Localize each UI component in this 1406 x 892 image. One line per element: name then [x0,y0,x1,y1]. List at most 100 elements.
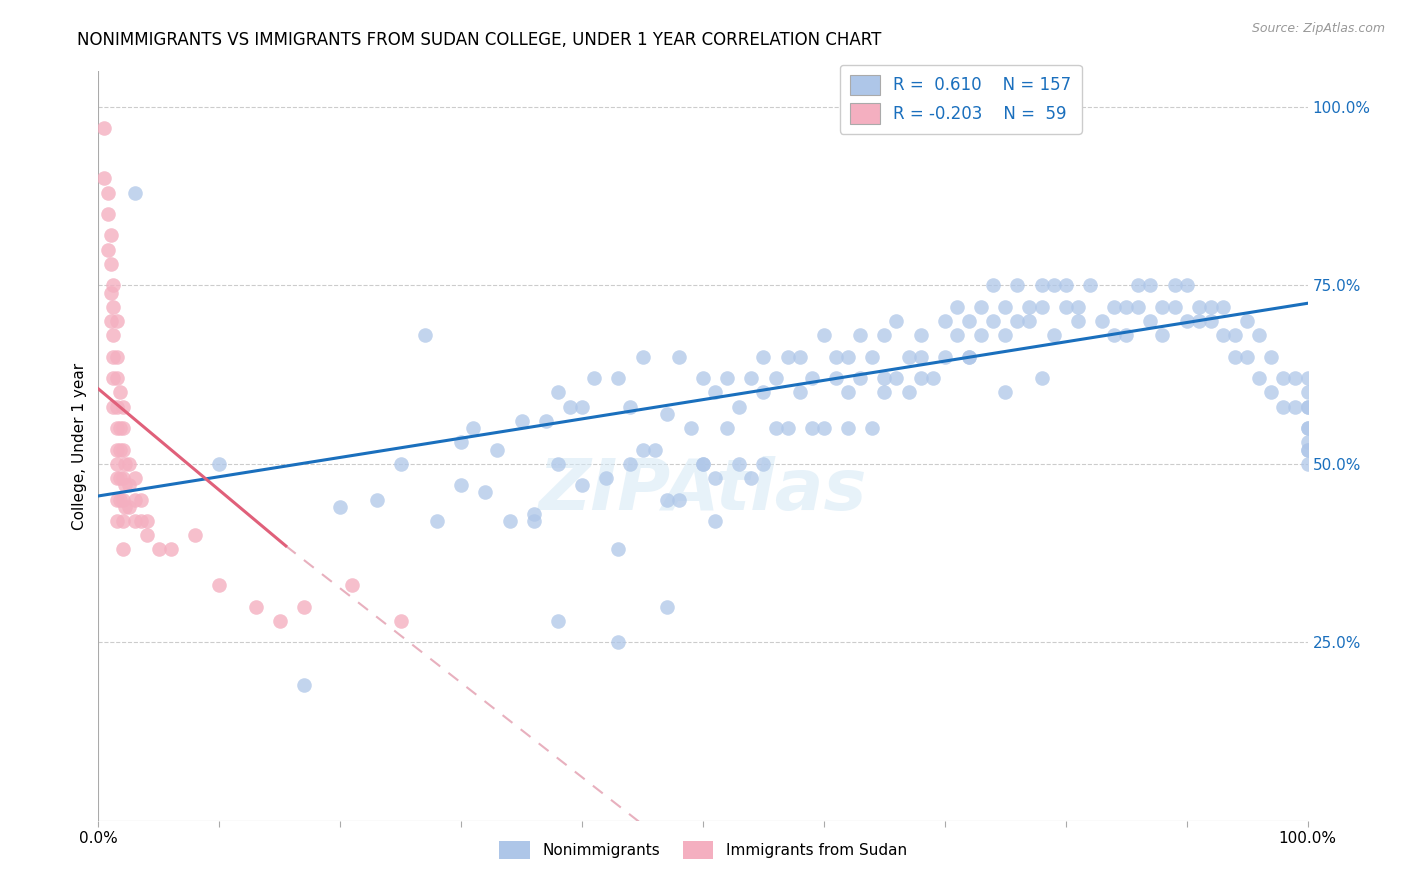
Point [957,350,980,364]
Point [124,514,146,528]
Point [897,350,920,364]
Point [825,350,848,364]
Point [101,400,124,414]
Point [114,478,136,492]
Point [342,578,364,592]
Point [108,492,131,507]
Point [1296,457,1319,471]
Point [873,328,896,343]
Point [111,492,134,507]
Point [776,421,799,435]
Point [800,371,823,385]
Point [873,371,896,385]
Point [510,414,533,428]
Point [728,457,751,471]
Point [860,350,883,364]
Point [101,278,124,293]
Point [1175,278,1198,293]
Point [668,492,690,507]
Point [752,385,775,400]
Point [849,328,872,343]
Point [1007,278,1029,293]
Point [1296,442,1319,457]
Point [1199,314,1222,328]
Point [668,350,690,364]
Point [160,542,183,557]
Point [547,385,569,400]
Point [100,228,122,243]
Point [389,614,412,628]
Point [100,314,122,328]
Point [655,599,678,614]
Point [1042,278,1064,293]
Point [1296,442,1319,457]
Point [498,514,520,528]
Point [105,371,128,385]
Point [1018,300,1040,314]
Point [1115,300,1137,314]
Point [1031,300,1053,314]
Point [1212,300,1234,314]
Point [105,442,128,457]
Point [208,578,231,592]
Point [957,350,980,364]
Point [740,471,762,485]
Point [105,421,128,435]
Point [1296,371,1319,385]
Point [740,371,762,385]
Point [631,442,654,457]
Point [644,442,666,457]
Point [1152,300,1174,314]
Point [860,421,883,435]
Point [571,400,593,414]
Point [934,350,956,364]
Point [1223,350,1246,364]
Point [114,457,136,471]
Point [1139,314,1161,328]
Point [765,421,787,435]
Point [124,492,146,507]
Point [523,507,546,521]
Y-axis label: College, Under 1 year: College, Under 1 year [72,362,87,530]
Point [523,514,546,528]
Point [1042,328,1064,343]
Point [135,528,157,542]
Point [105,350,128,364]
Point [184,528,207,542]
Point [1054,300,1077,314]
Point [547,614,569,628]
Point [108,442,131,457]
Point [1128,300,1150,314]
Point [101,371,124,385]
Point [105,492,128,507]
Point [111,542,134,557]
Point [619,457,641,471]
Point [692,457,714,471]
Point [728,400,751,414]
Point [111,421,134,435]
Point [692,457,714,471]
Point [1199,300,1222,314]
Point [129,514,152,528]
Point [607,542,630,557]
Legend: Nonimmigrants, Immigrants from Sudan: Nonimmigrants, Immigrants from Sudan [494,835,912,865]
Point [118,478,141,492]
Point [1223,328,1246,343]
Point [1284,400,1306,414]
Point [1163,278,1185,293]
Point [994,328,1017,343]
Point [108,421,131,435]
Point [1018,314,1040,328]
Point [934,314,956,328]
Point [111,471,134,485]
Point [101,328,124,343]
Point [1163,300,1185,314]
Point [413,328,436,343]
Point [1236,350,1258,364]
Point [1078,278,1101,293]
Point [1175,314,1198,328]
Point [994,300,1017,314]
Point [105,471,128,485]
Point [776,350,799,364]
Point [679,421,702,435]
